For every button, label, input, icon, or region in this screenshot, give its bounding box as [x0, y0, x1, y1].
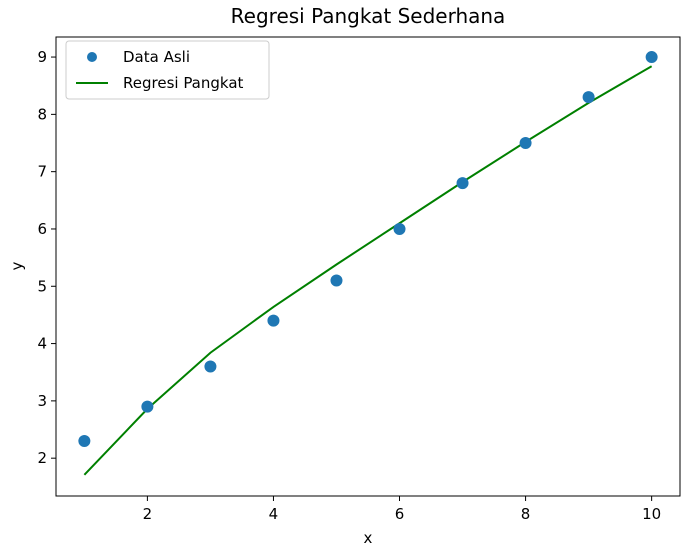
y-tick-label: 8: [37, 105, 47, 123]
legend-label-regresi-pangkat: Regresi Pangkat: [123, 74, 244, 92]
regression-line: [83, 65, 653, 476]
x-tick-label: 10: [642, 505, 661, 523]
chart-title: Regresi Pangkat Sederhana: [231, 4, 506, 28]
y-tick-label: 4: [37, 335, 47, 353]
data-point: [267, 314, 280, 327]
x-tick-label: 2: [143, 505, 153, 523]
x-tick-label: 6: [395, 505, 405, 523]
y-tick-label: 6: [37, 220, 47, 238]
plot-area-frame: [55, 36, 681, 497]
x-tick-label: 8: [521, 505, 531, 523]
data-point: [141, 400, 154, 413]
data-point: [456, 177, 469, 190]
data-point: [204, 360, 217, 373]
legend-box: [65, 40, 270, 100]
y-tick-label: 3: [37, 392, 47, 410]
legend-label-data-asli: Data Asli: [123, 48, 190, 66]
x-axis-label: x: [364, 529, 373, 545]
data-point: [519, 137, 532, 150]
data-point: [582, 91, 595, 104]
legend: Data Asli Regresi Pangkat: [65, 40, 270, 100]
y-tick-label: 9: [37, 48, 47, 66]
y-tick-label: 7: [37, 163, 47, 181]
y-tick-label: 2: [37, 449, 47, 467]
data-point: [645, 51, 658, 64]
legend-marker-data-asli: [87, 52, 97, 62]
y-axis-label: y: [8, 261, 26, 270]
data-point: [78, 434, 91, 447]
y-tick-label: 5: [37, 277, 47, 295]
data-point: [330, 274, 343, 287]
data-point: [393, 222, 406, 235]
x-tick-label: 4: [269, 505, 279, 523]
